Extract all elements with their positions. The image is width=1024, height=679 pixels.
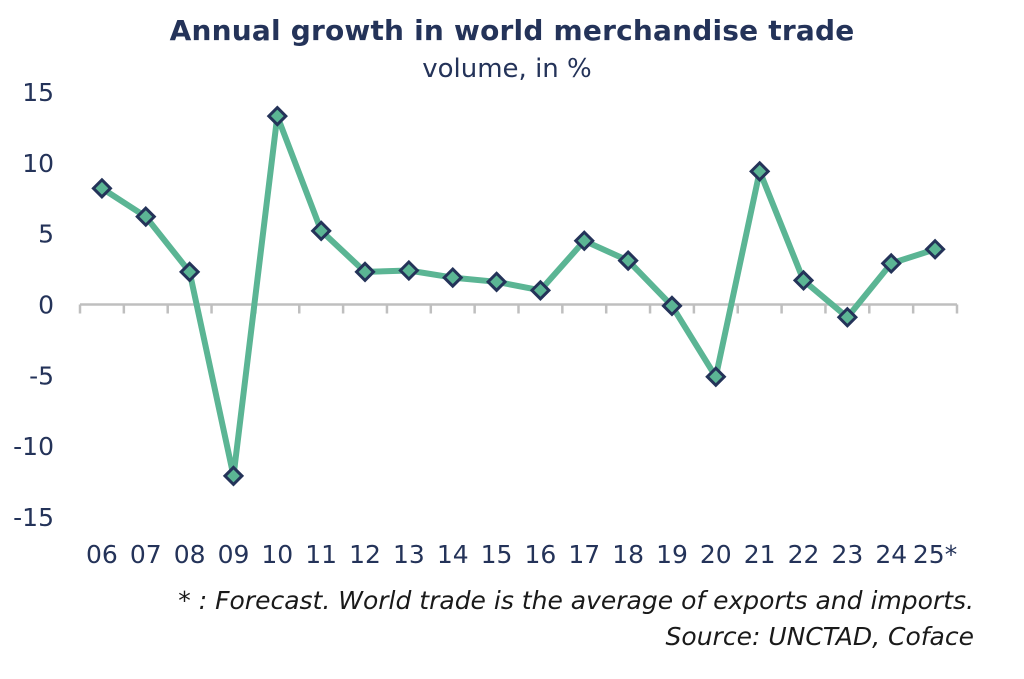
chart-title: Annual growth in world merchandise trade bbox=[169, 14, 855, 47]
y-tick-label: -10 bbox=[13, 432, 54, 461]
y-tick-label: 0 bbox=[38, 291, 54, 320]
y-tick-label: 5 bbox=[38, 220, 54, 249]
data-point-marker bbox=[179, 261, 201, 283]
x-tick-label: 19 bbox=[656, 540, 688, 569]
x-tick-label: 11 bbox=[305, 540, 337, 569]
x-tick-label: 20 bbox=[700, 540, 732, 569]
y-tick-label: 15 bbox=[22, 78, 54, 107]
data-point-marker bbox=[91, 177, 113, 199]
x-tick-label: 14 bbox=[437, 540, 469, 569]
data-point-marker bbox=[529, 279, 552, 301]
x-tick-label: 09 bbox=[218, 540, 250, 569]
x-tick-label: 25* bbox=[913, 540, 957, 569]
x-tick-label: 18 bbox=[612, 540, 644, 569]
series-line bbox=[98, 113, 939, 479]
y-tick-label: 10 bbox=[22, 149, 54, 178]
data-point-marker bbox=[310, 220, 332, 242]
x-tick-label: 17 bbox=[568, 540, 600, 569]
x-tick-label: 13 bbox=[393, 540, 425, 569]
data-point-marker bbox=[442, 266, 464, 289]
data-point-marker bbox=[792, 269, 815, 292]
chart-subtitle: volume, in % bbox=[422, 54, 592, 84]
data-point-marker bbox=[836, 306, 858, 328]
data-point-marker bbox=[617, 249, 639, 272]
data-point-marker bbox=[485, 271, 508, 293]
x-tick-label: 15 bbox=[481, 540, 513, 569]
y-tick-label: -5 bbox=[29, 361, 54, 390]
y-tick-label: -15 bbox=[13, 503, 54, 532]
data-point-marker bbox=[749, 160, 771, 182]
data-point-marker bbox=[661, 295, 683, 317]
data-point-marker bbox=[354, 261, 376, 283]
x-tick-label: 23 bbox=[831, 540, 863, 569]
footnote: * : Forecast. World trade is the average… bbox=[178, 586, 974, 615]
data-point-marker bbox=[135, 206, 157, 228]
data-point-marker bbox=[398, 259, 420, 282]
data-point-marker bbox=[705, 366, 727, 388]
x-tick-label: 10 bbox=[261, 540, 293, 569]
data-point-marker bbox=[222, 465, 245, 487]
data-point-marker bbox=[924, 238, 946, 260]
x-tick-label: 24 bbox=[875, 540, 907, 569]
x-tick-label: 21 bbox=[744, 540, 776, 569]
x-tick-label: 16 bbox=[525, 540, 557, 569]
x-tick-label: 07 bbox=[130, 540, 162, 569]
x-tick-label: 12 bbox=[349, 540, 381, 569]
data-point-marker bbox=[880, 252, 902, 275]
source-note: Source: UNCTAD, Coface bbox=[665, 622, 974, 651]
x-tick-label: 06 bbox=[86, 540, 118, 569]
x-tick-label: 22 bbox=[788, 540, 820, 569]
x-tick-label: 08 bbox=[174, 540, 206, 569]
data-point-marker bbox=[573, 230, 595, 252]
data-point-marker bbox=[266, 105, 288, 127]
